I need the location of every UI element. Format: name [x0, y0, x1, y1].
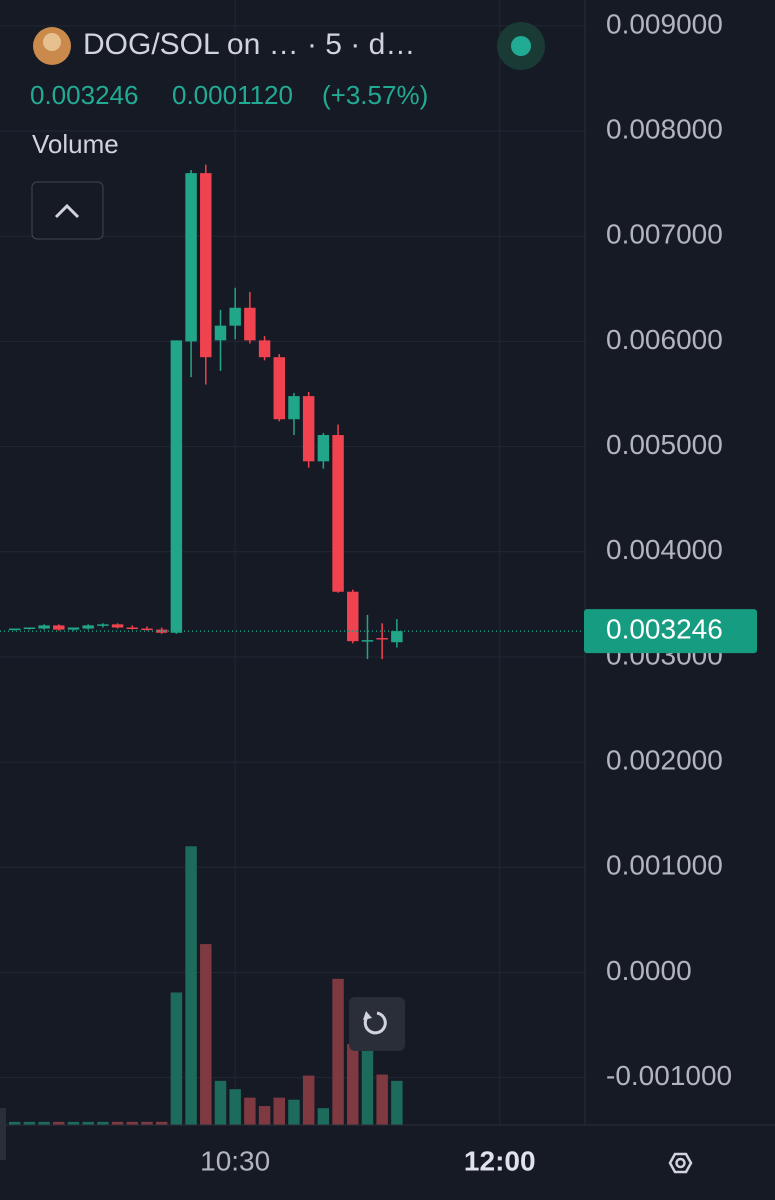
volume-bar: [155, 1121, 168, 1125]
price-value: 0.003246: [30, 80, 138, 110]
volume-bar: [273, 1097, 286, 1125]
x-tick-label: 10:30: [200, 1145, 270, 1176]
volume-bar: [391, 1080, 403, 1125]
volume-bar: [38, 1121, 50, 1125]
candle-body: [38, 625, 50, 629]
volume-bar: [111, 1121, 124, 1125]
candle-body: [317, 435, 330, 462]
candle-body: [273, 357, 286, 420]
volume-bar: [97, 1121, 109, 1125]
volume-bar: [244, 1097, 256, 1125]
candle-body: [111, 624, 124, 628]
collapse-button[interactable]: [31, 181, 104, 240]
candle-body: [155, 629, 168, 633]
reset-button[interactable]: [349, 997, 405, 1051]
volume-bar: [332, 978, 344, 1125]
volume-bar: [141, 1121, 153, 1125]
volume-bar: [317, 1108, 330, 1125]
reset-icon: [363, 1011, 387, 1035]
y-tick-label: -0.001000: [606, 1060, 732, 1091]
volume-legend: Volume: [32, 129, 119, 159]
y-tick-label: 0.002000: [606, 745, 723, 776]
price-change-pct: (+3.57%): [322, 80, 428, 110]
reset-arrow: [363, 1011, 372, 1020]
candle-body: [67, 627, 80, 630]
y-tick-label: 0.001000: [606, 850, 723, 881]
last-price-tag: [584, 609, 757, 654]
volume-pane: [8, 846, 403, 1125]
price-change: 0.0001120: [172, 80, 293, 110]
volume-bar: [302, 1075, 315, 1125]
volume-bar: [229, 1089, 241, 1125]
y-tick-label: 0.005000: [606, 429, 723, 460]
candle-body: [288, 396, 300, 420]
candle-body: [361, 640, 374, 642]
candle-body: [214, 325, 227, 341]
volume-bar: [23, 1121, 36, 1125]
chevron-icon: [54, 203, 80, 219]
candle-body: [229, 307, 241, 326]
volume-bar: [200, 944, 212, 1125]
candle-body: [244, 307, 256, 341]
candle-body: [185, 173, 197, 342]
volume-bar: [170, 992, 183, 1125]
last-price-label: 0.003246: [606, 613, 723, 644]
volume-bar: [214, 1080, 227, 1125]
candle-body: [97, 624, 109, 626]
y-tick-label: 0.007000: [606, 219, 723, 250]
candle-body: [332, 435, 344, 592]
candle-body: [302, 396, 315, 462]
volume-bar: [258, 1106, 271, 1125]
x-tick-label: 12:00: [464, 1145, 536, 1176]
y-tick-label: 0.0000: [606, 955, 692, 986]
candle-body: [53, 625, 65, 630]
volume-bar: [82, 1121, 94, 1125]
settings-icon: [675, 1157, 686, 1169]
candle-body: [391, 631, 403, 643]
volume-bar: [376, 1074, 388, 1125]
candle-body: [8, 628, 21, 631]
volume-bar: [185, 846, 197, 1125]
y-tick-label: 0.004000: [606, 534, 723, 565]
symbol-title[interactable]: DOG/SOL on … · 5 · d…: [83, 28, 415, 61]
settings-button[interactable]: [668, 1152, 693, 1174]
y-tick-label: 0.006000: [606, 324, 723, 355]
price-pane: [0, 164, 585, 660]
volume-bar: [126, 1121, 139, 1125]
candle-body: [200, 173, 212, 358]
candle-body: [170, 340, 183, 633]
candle-body: [347, 591, 359, 642]
volume-bar: [361, 1049, 374, 1125]
token-avatar-face: [43, 33, 61, 51]
candle-body: [258, 340, 271, 358]
y-tick-label: 0.009000: [606, 8, 723, 39]
candle-body: [126, 627, 139, 630]
candle-body: [23, 627, 36, 630]
candle-body: [141, 628, 153, 631]
volume-bar: [53, 1121, 65, 1125]
side-handle[interactable]: [0, 1108, 6, 1160]
y-tick-label: 0.008000: [606, 113, 723, 144]
volume-bar: [288, 1099, 300, 1125]
candle-body: [82, 625, 94, 629]
volume-bar: [67, 1121, 80, 1125]
status-dot: [511, 36, 531, 56]
volume-bar: [8, 1121, 21, 1125]
candle-body: [376, 638, 388, 640]
volume-bar: [347, 1044, 359, 1125]
axes: 0.009000 0.008000 0.007000 0.006000 0.005000…: [200, 8, 757, 1176]
